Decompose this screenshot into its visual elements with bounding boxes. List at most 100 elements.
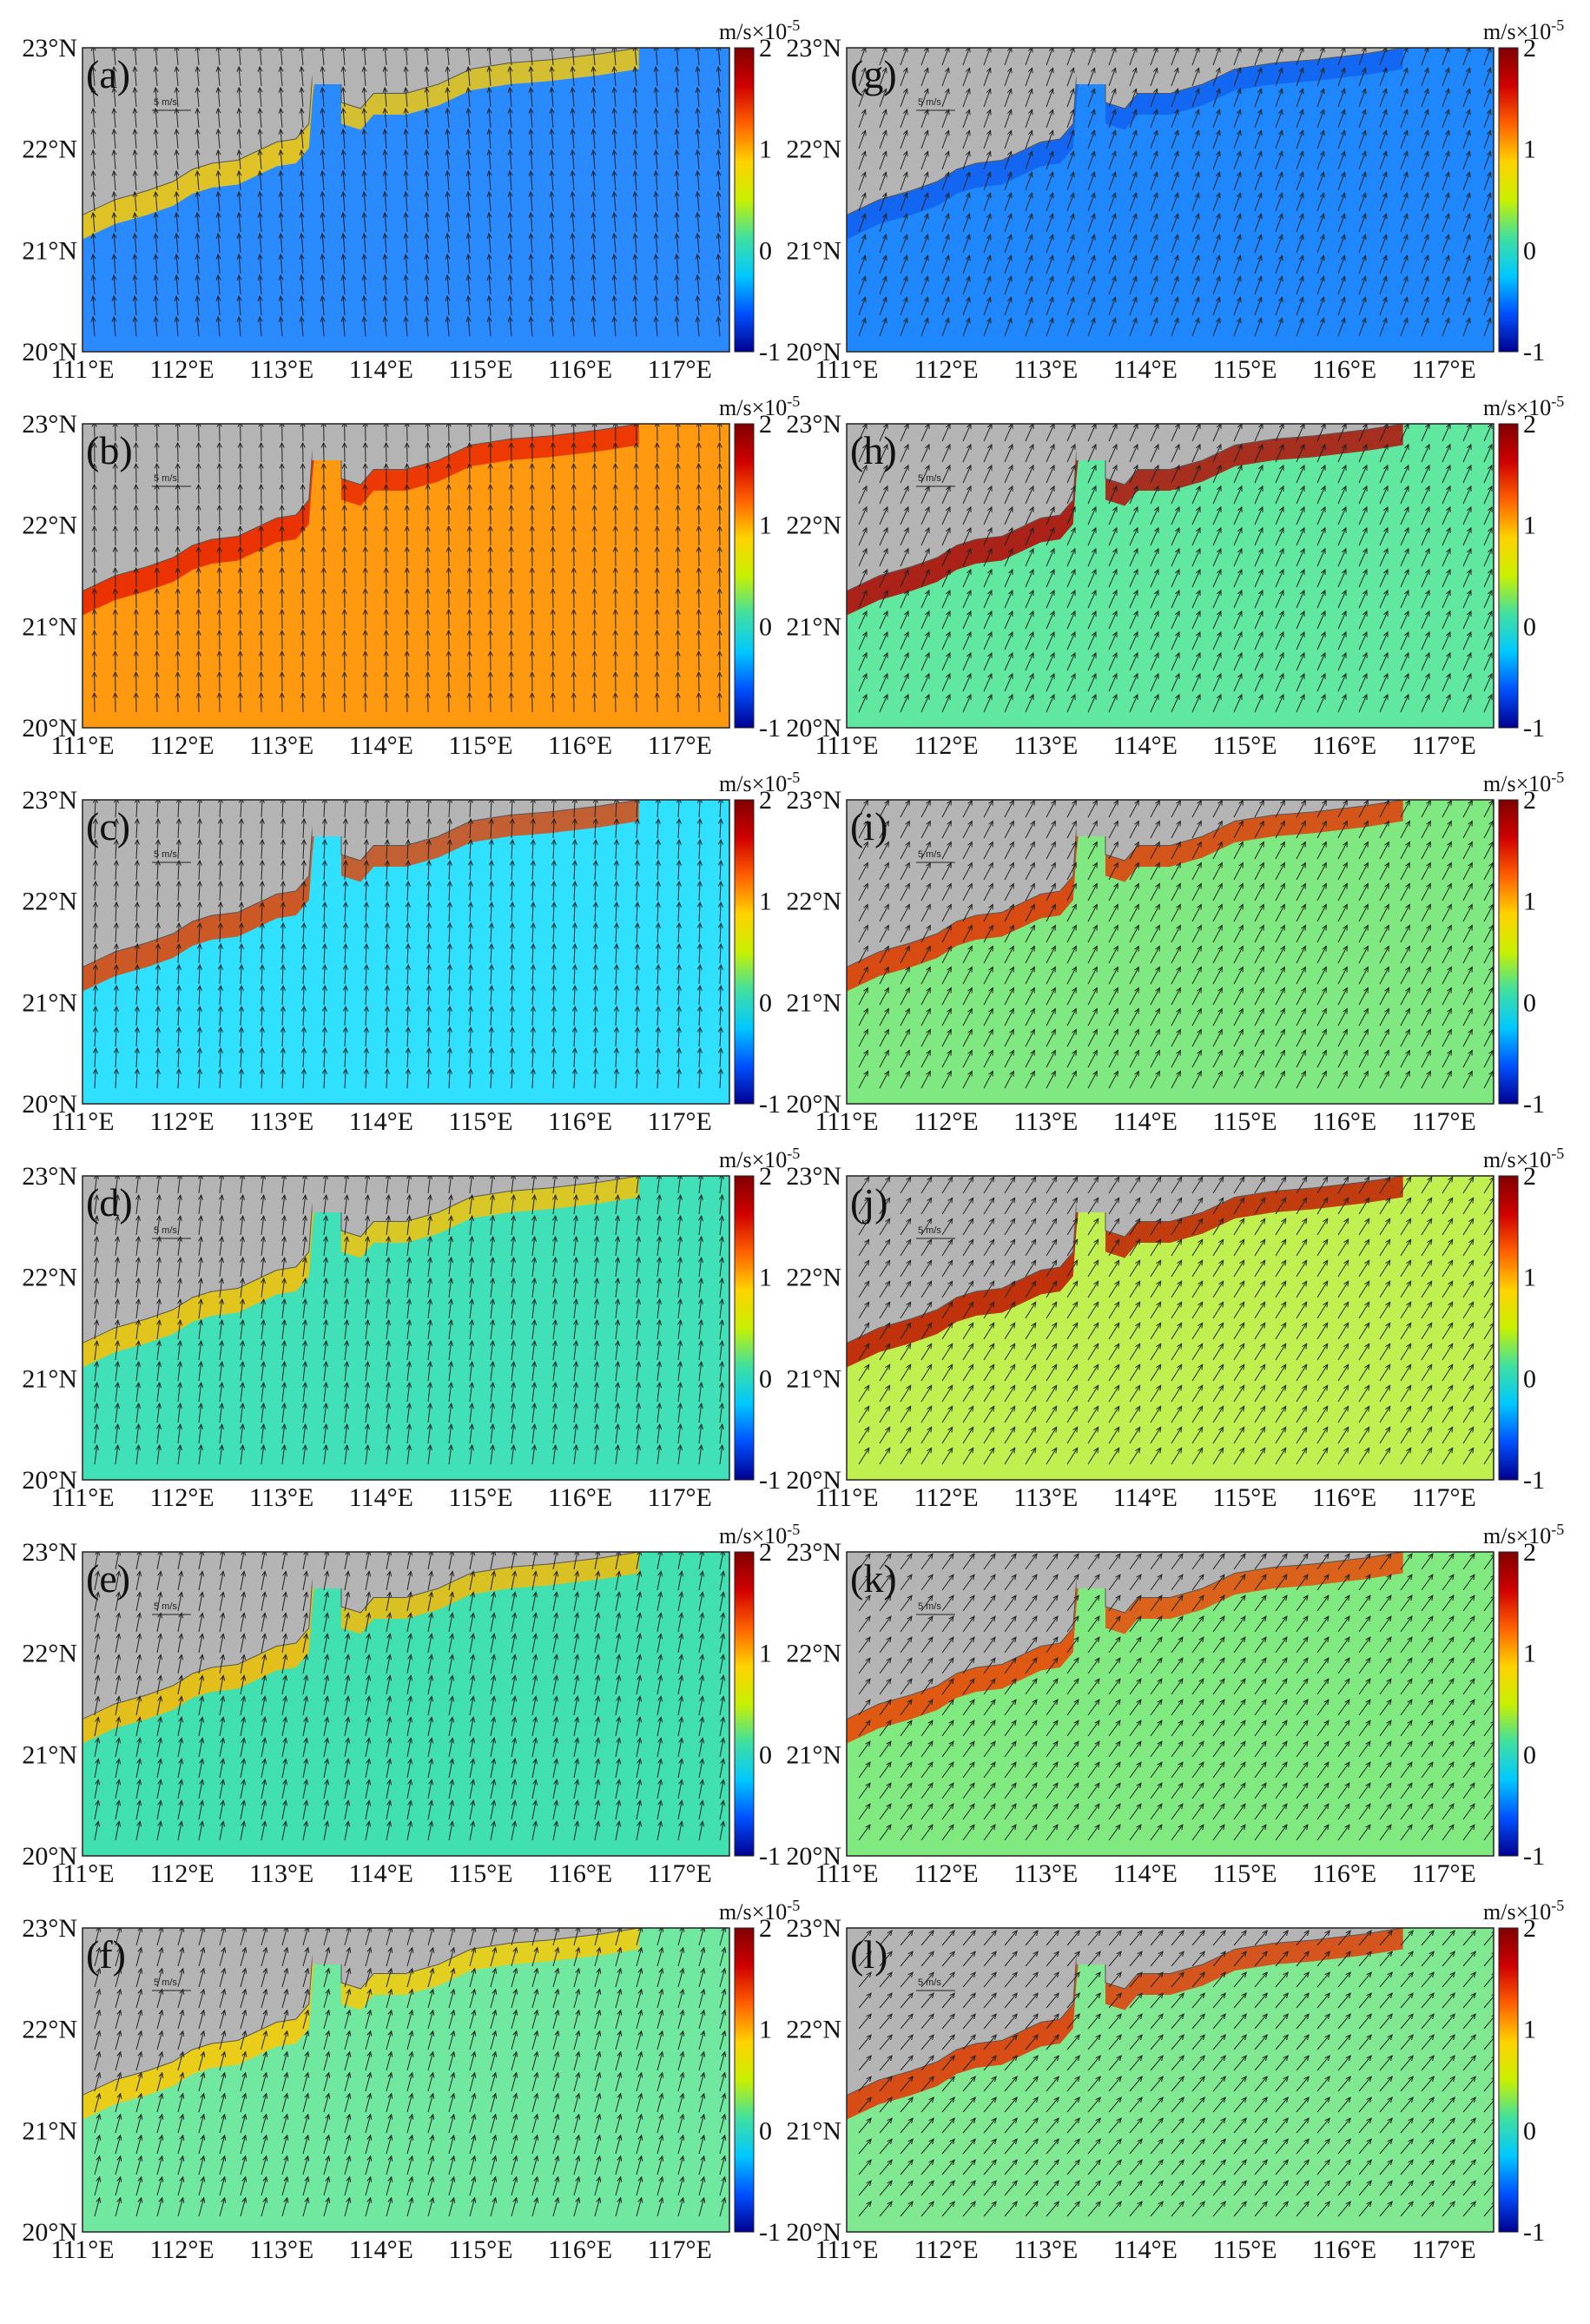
colorbar-tick-label: 1 xyxy=(759,888,772,916)
land xyxy=(1079,48,1494,109)
colorbar-tick-label: 1 xyxy=(759,135,772,164)
lon-tick-label: 115°E xyxy=(1212,731,1277,760)
lon-tick-label: 113°E xyxy=(1013,1859,1078,1888)
land xyxy=(847,1928,1080,2096)
colorbar-tick-label: 2 xyxy=(1523,786,1536,815)
colorbar-tick-label: 2 xyxy=(1523,1538,1536,1567)
colorbar-tick-label: 1 xyxy=(759,512,772,540)
lon-tick-label: 111°E xyxy=(815,355,878,384)
lon-tick-label: 114°E xyxy=(349,2235,413,2264)
colorbar-tick-label: 2 xyxy=(1523,1162,1536,1191)
colorbar-tick-label: 2 xyxy=(1523,34,1536,63)
land xyxy=(1079,424,1494,485)
lon-tick-label: 112°E xyxy=(150,355,214,384)
plot-frame xyxy=(82,1927,730,2233)
lon-tick-label: 114°E xyxy=(1113,1859,1178,1888)
lon-tick-label: 114°E xyxy=(349,355,413,384)
coastal-band xyxy=(1105,1928,1403,2010)
land xyxy=(1079,1928,1494,1990)
lat-tick-label: 23°N xyxy=(22,34,77,63)
colorbar xyxy=(1498,423,1519,729)
lon-tick-label: 111°E xyxy=(815,1859,878,1888)
lon-tick-label: 115°E xyxy=(448,2235,512,2264)
lon-tick-label: 113°E xyxy=(249,731,313,760)
vector-scale-label: 5 m/s xyxy=(918,1977,941,1988)
wind-vectors xyxy=(94,1552,726,1841)
coastal-band xyxy=(847,800,1080,992)
panel-label: (a) xyxy=(86,52,130,96)
lat-tick-label: 22°N xyxy=(22,135,77,164)
lon-tick-label: 114°E xyxy=(349,1483,413,1512)
colorbar-tick-label: -1 xyxy=(759,1842,781,1871)
vector-scale-label: 5 m/s xyxy=(154,1977,177,1988)
colorbar-tick-label: -1 xyxy=(1523,714,1545,743)
land xyxy=(847,800,1080,968)
panel-label: (c) xyxy=(86,804,130,848)
colorbar-unit: m/s×10-5 xyxy=(719,393,800,420)
land xyxy=(82,48,316,216)
lon-tick-label: 111°E xyxy=(50,355,114,384)
colorbar-tick-label: -1 xyxy=(1523,1466,1545,1495)
lat-tick-label: 22°N xyxy=(22,1640,77,1668)
vector-scale-label: 5 m/s xyxy=(918,473,941,484)
lon-tick-label: 113°E xyxy=(249,1859,313,1888)
lon-tick-label: 111°E xyxy=(815,1107,878,1136)
land xyxy=(312,800,345,836)
land xyxy=(1076,800,1109,836)
lon-tick-label: 115°E xyxy=(1212,355,1277,384)
coastal-band xyxy=(341,1928,639,2010)
colorbar-tick-label: 0 xyxy=(759,612,772,641)
plot-frame xyxy=(846,1175,1494,1481)
colorbar-tick-label: -1 xyxy=(759,1466,781,1495)
lon-tick-label: 116°E xyxy=(1312,2235,1376,2264)
wind-vectors xyxy=(94,1928,727,2217)
colorbar xyxy=(734,799,755,1105)
plot-frame xyxy=(82,1175,730,1481)
colorbar-tick-label: 0 xyxy=(1523,988,1536,1017)
land xyxy=(315,1928,729,1990)
panel-label: (d) xyxy=(86,1180,133,1225)
vector-scale-label: 5 m/s xyxy=(918,97,941,108)
colorbar-tick-label: 2 xyxy=(759,786,772,815)
lon-tick-label: 112°E xyxy=(914,355,979,384)
lat-tick-label: 21°N xyxy=(786,236,841,265)
land xyxy=(315,1552,729,1614)
lon-tick-label: 112°E xyxy=(914,1859,979,1888)
lat-tick-label: 21°N xyxy=(22,1740,77,1769)
lat-tick-label: 21°N xyxy=(22,612,77,641)
colorbar-tick-label: -1 xyxy=(759,338,781,366)
lat-tick-label: 22°N xyxy=(22,2016,77,2044)
coastal-band xyxy=(847,424,1080,616)
lon-tick-label: 117°E xyxy=(1412,731,1476,760)
land xyxy=(312,424,345,460)
colorbar xyxy=(1498,1927,1519,2233)
wind-vectors xyxy=(858,48,1492,337)
lon-tick-label: 116°E xyxy=(1312,1483,1376,1512)
lat-tick-label: 21°N xyxy=(22,2116,77,2145)
colorbar xyxy=(734,1175,755,1481)
plot-frame xyxy=(846,1551,1494,1857)
land xyxy=(1076,424,1109,460)
lon-tick-label: 116°E xyxy=(1312,355,1376,384)
lon-tick-label: 112°E xyxy=(150,2235,214,2264)
wind-vectors xyxy=(91,424,722,713)
lon-tick-label: 114°E xyxy=(1113,1483,1178,1512)
lon-tick-label: 113°E xyxy=(249,1107,313,1136)
lat-tick-label: 20°N xyxy=(786,2218,841,2247)
lat-tick-label: 21°N xyxy=(786,2116,841,2145)
lat-tick-label: 20°N xyxy=(786,338,841,366)
panel-label: (f) xyxy=(86,1932,126,1977)
colorbar-tick-label: 2 xyxy=(1523,410,1536,439)
lon-tick-label: 112°E xyxy=(914,731,979,760)
lat-tick-label: 21°N xyxy=(786,988,841,1017)
coastal-band xyxy=(847,1552,1080,1744)
colorbar-tick-label: -1 xyxy=(1523,338,1545,366)
lat-tick-label: 21°N xyxy=(22,1364,77,1393)
vector-scale-label: 5 m/s xyxy=(154,1601,177,1612)
lon-tick-label: 112°E xyxy=(150,1859,214,1888)
lon-tick-label: 116°E xyxy=(548,2235,612,2264)
lon-tick-label: 115°E xyxy=(448,1483,512,1512)
lat-tick-label: 23°N xyxy=(22,786,77,815)
